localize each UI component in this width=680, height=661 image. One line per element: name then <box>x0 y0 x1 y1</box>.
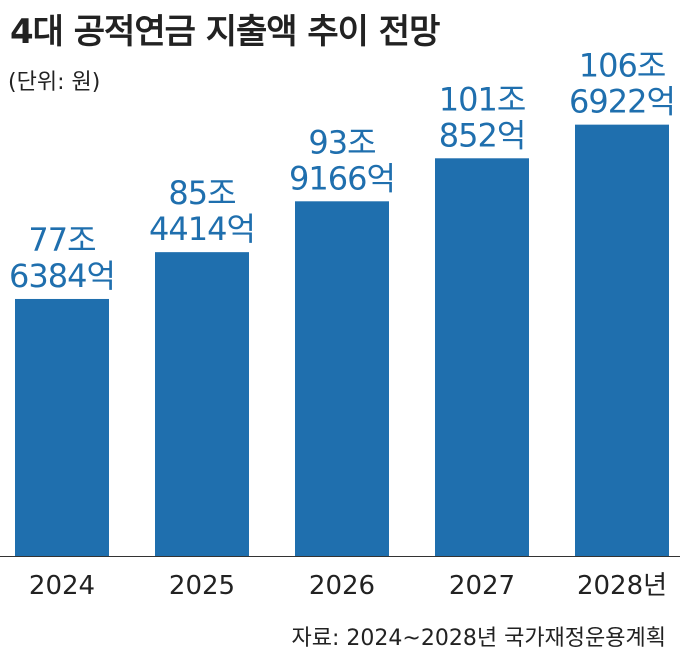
category-label-2028년: 2028년 <box>577 571 667 601</box>
chart-title: 4대 공적연금 지출액 추이 전망 <box>10 12 440 52</box>
value-label-2028년-2: 6922억 <box>569 83 675 121</box>
bar-2028년 <box>575 124 669 557</box>
category-label-2026: 2026 <box>309 571 375 601</box>
value-label-2024-2: 6384억 <box>9 257 115 295</box>
category-label-2025: 2025 <box>169 571 235 601</box>
bar-2024 <box>15 298 109 556</box>
value-label-2026-2: 9166억 <box>289 159 395 197</box>
source-note: 자료: 2024~2028년 국가재정운용계획 <box>291 626 666 651</box>
category-label-2024: 2024 <box>29 571 95 601</box>
value-label-2028년-1: 106조 <box>579 47 666 85</box>
bar-2027 <box>435 158 529 556</box>
bar-2025 <box>155 252 249 556</box>
category-label-2027: 2027 <box>449 571 515 601</box>
unit-label: (단위: 원) <box>8 70 101 95</box>
value-label-2027-2: 852억 <box>439 116 526 154</box>
value-label-2025-1: 85조 <box>168 174 235 212</box>
value-label-2026-1: 93조 <box>308 123 375 161</box>
value-label-2024-1: 77조 <box>28 221 95 259</box>
value-label-2025-2: 4414억 <box>149 210 255 248</box>
value-label-2027-1: 101조 <box>439 80 526 118</box>
bar-2026 <box>295 201 389 556</box>
